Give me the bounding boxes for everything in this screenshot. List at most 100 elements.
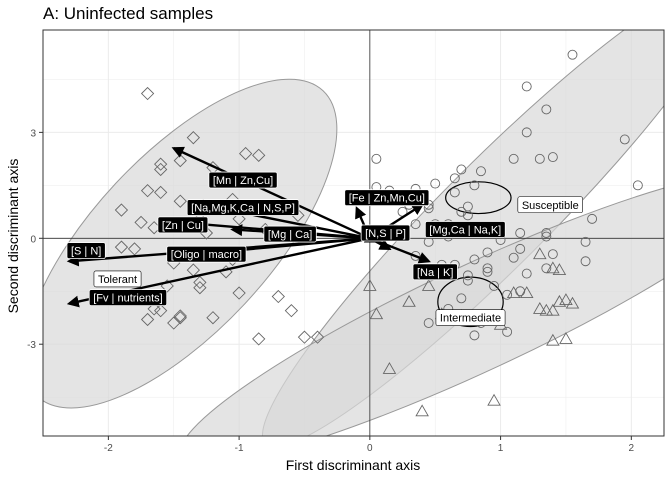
point-susceptible	[515, 243, 526, 254]
vector-label-text: [Mg | Ca]	[268, 229, 312, 241]
point-intermediate	[382, 362, 397, 374]
point-intermediate	[363, 279, 377, 291]
point-susceptible	[456, 206, 467, 217]
point-tolerant	[134, 215, 148, 230]
point-tolerant	[173, 311, 187, 325]
vector-label: [Mg | Ca]	[263, 225, 317, 243]
point-susceptible	[547, 152, 558, 163]
point-susceptible	[502, 289, 513, 300]
group-label-box	[93, 270, 142, 288]
point-intermediate	[506, 286, 521, 298]
vector-label-text: [S | N]	[71, 246, 101, 258]
vector-label-box	[263, 225, 317, 243]
point-susceptible	[547, 249, 558, 260]
vector-label: [Mn | Zn,Cu]	[208, 171, 278, 189]
group-label-text: Intermediate	[440, 313, 501, 325]
point-tolerant	[173, 153, 187, 168]
point-intermediate	[421, 279, 436, 291]
x-tick-label: 2	[629, 443, 635, 454]
point-susceptible	[482, 266, 493, 277]
point-susceptible	[541, 228, 552, 238]
point-susceptible	[462, 210, 473, 221]
point-tolerant	[310, 330, 325, 344]
group-label: Susceptible	[517, 196, 583, 214]
point-tolerant	[232, 286, 246, 300]
point-tolerant	[252, 332, 266, 346]
point-tolerant	[173, 309, 187, 323]
group-label-text: Susceptible	[522, 200, 579, 212]
point-susceptible	[410, 219, 421, 230]
vector-label-box	[360, 224, 411, 242]
vector-label-text: [Fe | Zn,Mn,Cu]	[349, 193, 425, 205]
x-tick-label: 1	[498, 443, 504, 454]
point-tolerant	[140, 183, 155, 198]
vector-label-box	[88, 289, 168, 307]
point-susceptible	[508, 252, 519, 263]
point-intermediate	[533, 247, 547, 260]
vector-label-box	[344, 189, 430, 207]
vector-label-box	[208, 171, 278, 189]
vector-label: [Fv | nutrients]	[88, 289, 168, 307]
point-intermediate	[546, 261, 560, 274]
point-tolerant	[154, 162, 168, 177]
point-intermediate	[415, 404, 429, 417]
point-intermediate	[565, 296, 580, 309]
point-tolerant	[239, 146, 253, 161]
point-susceptible	[541, 104, 552, 115]
point-susceptible	[462, 275, 473, 286]
point-susceptible	[449, 173, 460, 184]
vector-label-text: [Mn | Zn,Cu]	[213, 175, 273, 187]
vector-label: [Fe | Zn,Mn,Cu]	[344, 189, 430, 207]
point-susceptible	[502, 326, 513, 337]
x-tick-label: -1	[235, 443, 244, 454]
panel-border	[42, 29, 665, 437]
y-axis-label: Second discriminant axis	[5, 159, 21, 314]
point-tolerant	[271, 289, 285, 304]
vector-label-text: [Fv | nutrients]	[93, 293, 163, 305]
point-susceptible	[580, 236, 591, 247]
point-susceptible	[371, 153, 382, 164]
group-label: Tolerant	[93, 270, 142, 288]
point-susceptible	[469, 254, 480, 265]
group-label-box	[517, 196, 583, 214]
point-tolerant	[173, 194, 187, 208]
point-tolerant	[154, 157, 168, 171]
vector-label-text: [Na,Mg,K,Ca | N,S,P]	[191, 203, 295, 215]
ellipse-susceptible-centroid	[445, 181, 512, 215]
point-intermediate	[533, 301, 547, 314]
point-susceptible	[476, 166, 486, 177]
vector-label: [N,S | P]	[360, 224, 411, 242]
point-susceptible	[580, 256, 591, 267]
point-intermediate	[559, 332, 573, 344]
x-tick-label: -2	[104, 443, 113, 454]
axis-ticks: -2 -1 0 1 2 -3 0 3	[27, 128, 634, 454]
point-susceptible	[469, 330, 480, 341]
y-tick-label: -3	[27, 340, 36, 351]
point-susceptible	[508, 153, 519, 164]
point-susceptible	[587, 213, 598, 224]
point-susceptible	[541, 263, 552, 274]
point-susceptible	[449, 187, 460, 198]
point-susceptible	[521, 268, 532, 279]
point-tolerant	[297, 330, 312, 344]
point-intermediate	[487, 393, 501, 406]
vector-label-box	[186, 199, 300, 216]
point-susceptible	[521, 127, 532, 138]
point-tolerant	[252, 148, 266, 162]
point-tolerant	[114, 203, 129, 217]
y-tick-label: 0	[30, 234, 36, 245]
point-intermediate	[559, 293, 573, 306]
point-susceptible	[462, 270, 473, 281]
point-tolerant	[284, 304, 299, 318]
vector-label-box	[66, 242, 106, 260]
point-susceptible	[541, 231, 552, 242]
point-tolerant	[193, 281, 207, 295]
point-intermediate	[519, 286, 534, 298]
vector-label: [Oligo | macro]	[166, 245, 247, 263]
point-intermediate	[539, 303, 554, 316]
point-tolerant	[206, 311, 220, 325]
group-label-box	[435, 309, 506, 327]
point-tolerant	[114, 240, 129, 254]
